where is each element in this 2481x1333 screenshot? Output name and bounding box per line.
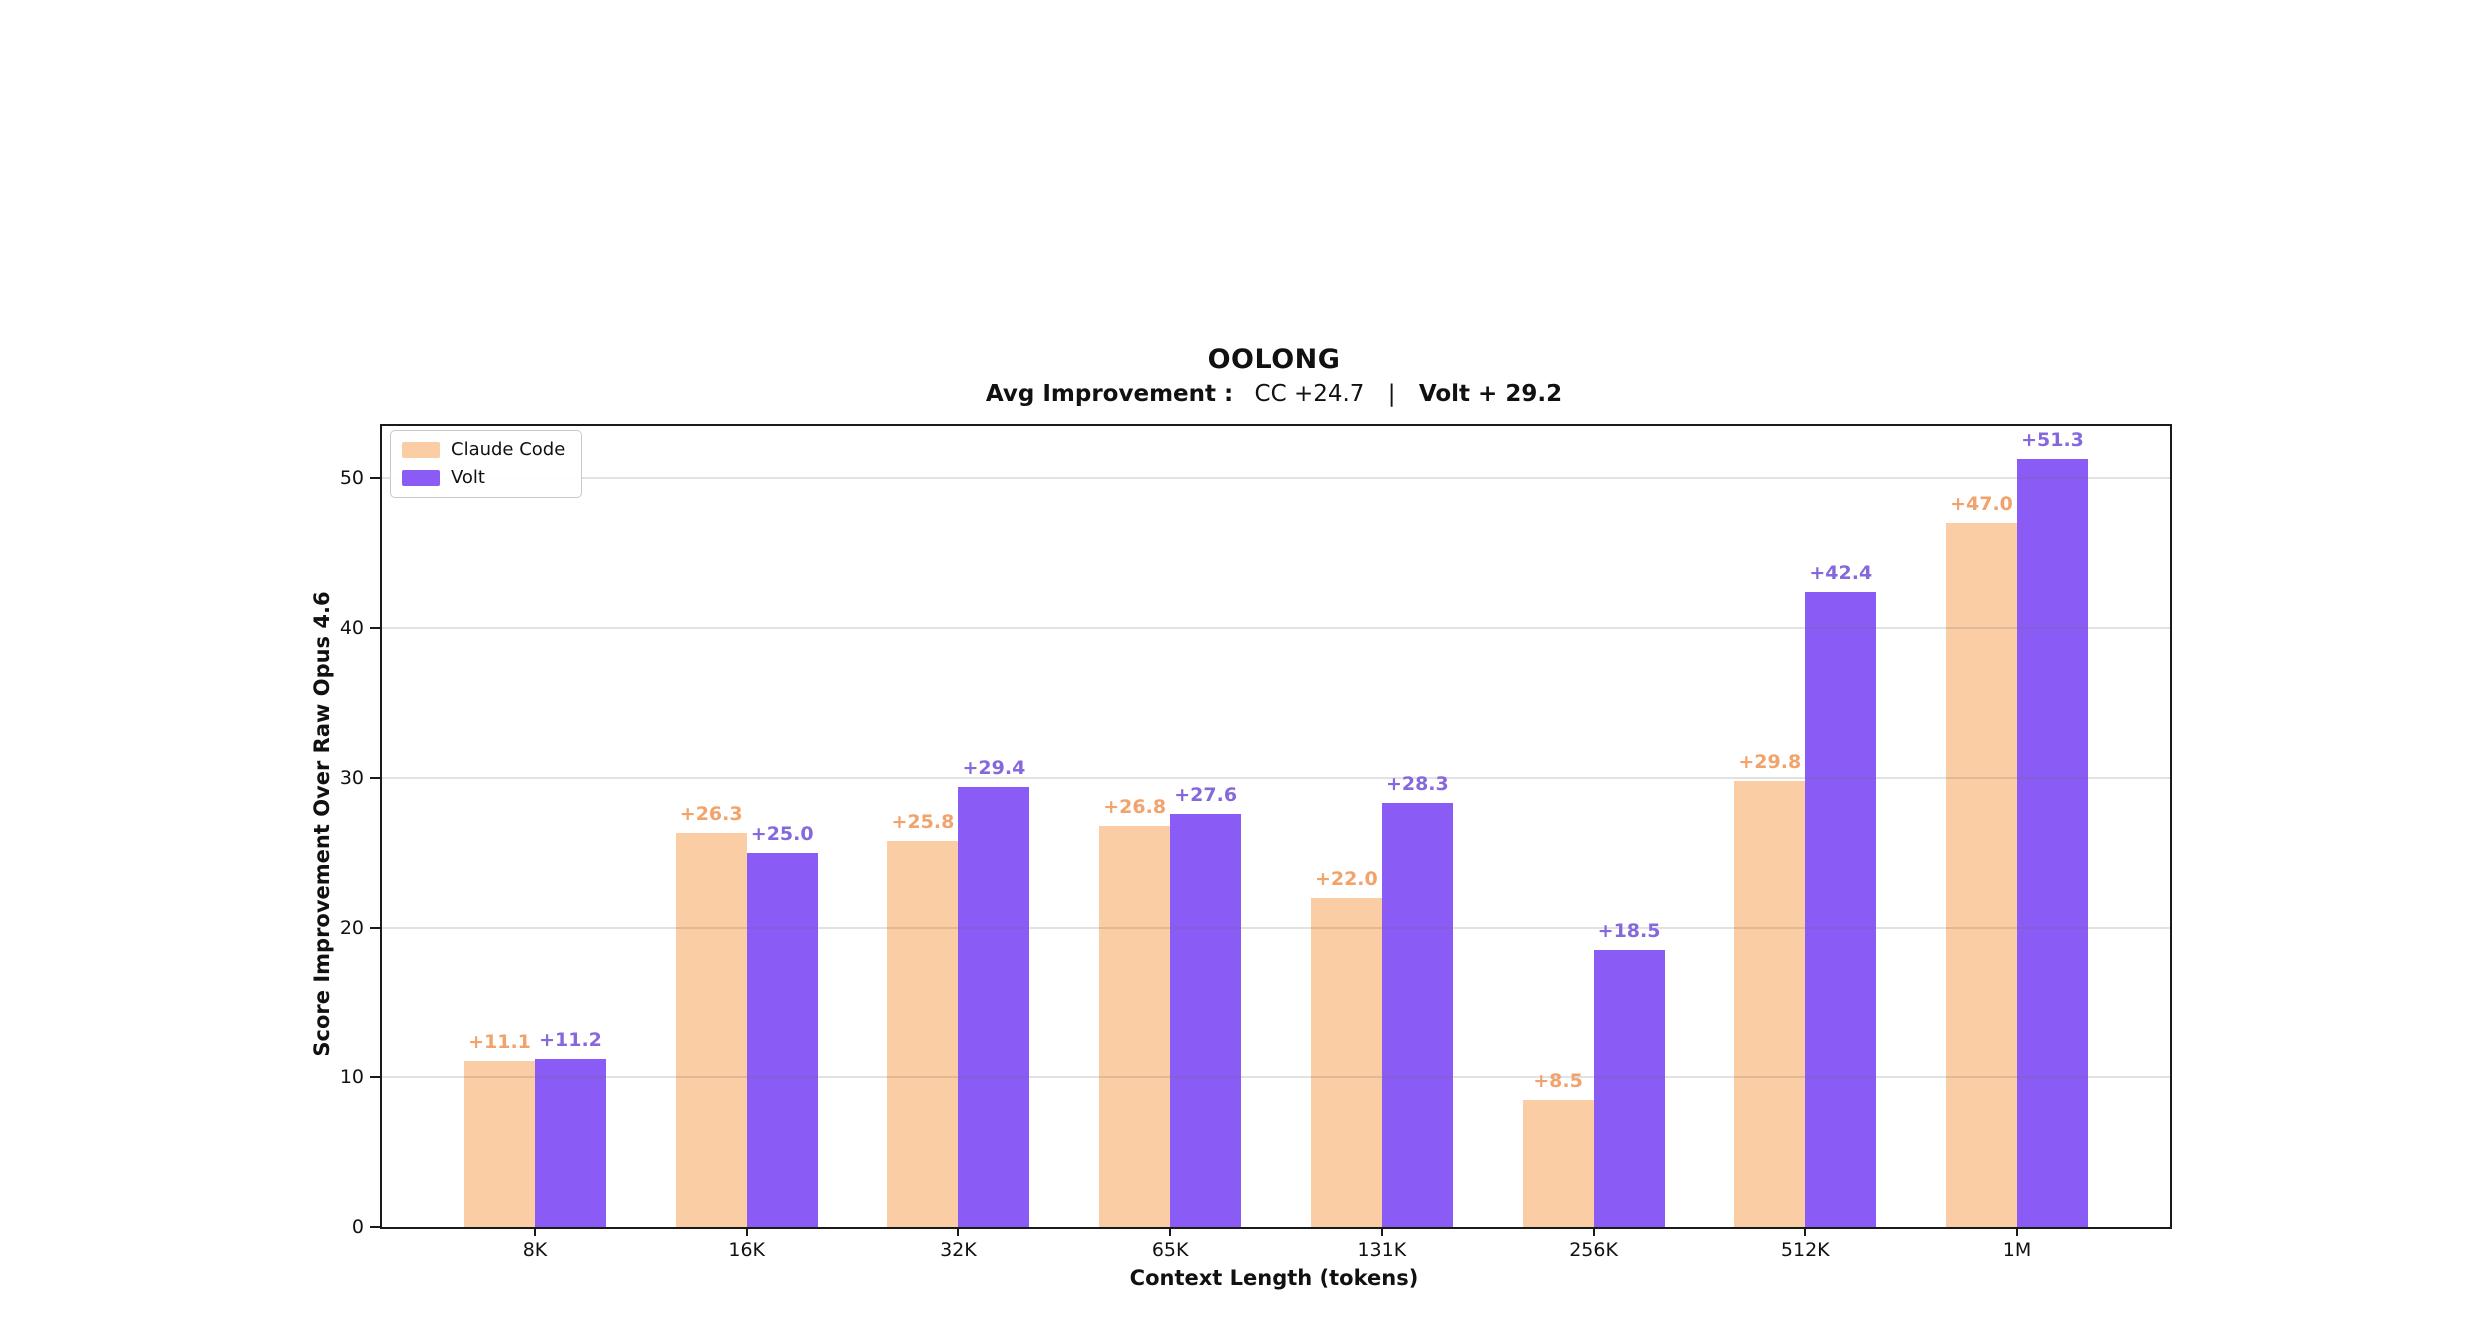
subtitle-avg-label: Avg Improvement : — [985, 381, 1234, 407]
bar-claude-code-1m — [1946, 523, 2017, 1227]
bar-value-label: +42.4 — [1809, 562, 1873, 585]
subtitle-separator: | — [1387, 381, 1396, 407]
y-tick-mark — [370, 627, 380, 630]
bar-claude-code-8k — [464, 1060, 535, 1227]
legend-item-claude-code: Claude Code — [402, 440, 565, 460]
bar-value-label: +51.3 — [2021, 428, 2084, 451]
chart-title: OOLONG — [1207, 344, 1341, 375]
y-tick-mark — [370, 776, 380, 779]
bar-value-label: +11.1 — [468, 1030, 531, 1053]
x-tick-label: 131K — [1357, 1239, 1407, 1261]
bar-value-label: +22.0 — [1314, 867, 1378, 890]
bar-volt-512k — [1805, 592, 1877, 1227]
gridline — [382, 1076, 2170, 1079]
plot-area: Claude Code Volt 0 10 20 30 40 50 8K +11.1 +11.2… — [340, 424, 2172, 1261]
bar-claude-code-65k — [1099, 825, 1171, 1227]
x-tick-mark — [534, 1227, 536, 1236]
bar-volt-32k — [958, 786, 1030, 1227]
y-tick-label: 40 — [339, 617, 364, 640]
bar-claude-code-256k — [1522, 1099, 1594, 1227]
y-tick-mark — [370, 926, 380, 929]
bar-value-label: +26.3 — [679, 803, 743, 826]
y-tick-label: 0 — [351, 1216, 364, 1238]
subtitle-cc-value: CC +24.7 — [1254, 381, 1365, 407]
bar-value-label: +18.5 — [1597, 920, 1661, 943]
gridline — [382, 627, 2170, 630]
bar-value-label: +25.0 — [750, 822, 814, 845]
bar-value-label: +29.4 — [962, 756, 1026, 779]
legend-label-volt: Volt — [451, 467, 485, 488]
x-tick-mark — [1592, 1227, 1595, 1236]
bar-claude-code-512k — [1734, 780, 1806, 1227]
y-tick-mark — [370, 477, 380, 480]
bar-claude-code-131k — [1310, 897, 1382, 1227]
bar-value-label: +29.8 — [1738, 750, 1802, 773]
x-tick-label: 32K — [940, 1239, 977, 1261]
y-tick-label: 50 — [339, 467, 364, 490]
y-tick-label: 30 — [339, 766, 364, 789]
gridline — [382, 926, 2170, 929]
x-tick-label: 65K — [1151, 1239, 1189, 1261]
bar-value-label: +27.6 — [1174, 783, 1238, 806]
bar-volt-8k — [535, 1059, 606, 1227]
subtitle-volt-value: Volt + 29.2 — [1418, 381, 1563, 407]
chart-subtitle: Avg Improvement : CC +24.7 | Volt + 29.2 — [380, 381, 2168, 407]
legend-swatch-volt — [402, 470, 440, 486]
bar-claude-code-16k — [675, 833, 747, 1227]
legend-swatch-claude-code — [402, 442, 440, 458]
bar-claude-code-32k — [887, 840, 959, 1227]
legend-label-claude-code: Claude Code — [451, 439, 566, 460]
bar-volt-65k — [1170, 813, 1242, 1227]
bar-volt-16k — [746, 852, 818, 1227]
y-tick-label: 20 — [339, 916, 364, 939]
bar-value-label: +47.0 — [1950, 493, 2013, 516]
bar-volt-256k — [1593, 950, 1665, 1227]
y-tick-mark — [370, 1226, 380, 1228]
legend-item-volt: Volt — [402, 468, 565, 488]
gridline — [382, 776, 2170, 779]
gridline — [382, 477, 2170, 480]
x-tick-mark — [957, 1227, 960, 1236]
x-tick-label: 16K — [728, 1239, 766, 1261]
x-axis-label: Context Length (tokens) — [1129, 1266, 1419, 1290]
y-tick-label: 10 — [339, 1066, 364, 1089]
bar-value-label: +8.5 — [1533, 1069, 1583, 1092]
bar-volt-131k — [1381, 803, 1453, 1227]
x-tick-mark — [1169, 1227, 1172, 1236]
bar-value-label: +11.2 — [539, 1029, 602, 1052]
x-tick-mark — [745, 1227, 748, 1236]
y-axis-label: Score Improvement Over Raw Opus 4.6 — [310, 591, 334, 1057]
bar-value-label: +25.8 — [891, 810, 955, 833]
x-tick-mark — [1380, 1227, 1383, 1236]
x-tick-mark — [2016, 1227, 2018, 1236]
x-tick-label: 512K — [1780, 1239, 1830, 1261]
x-tick-label: 256K — [1569, 1239, 1618, 1261]
x-tick-mark — [1804, 1227, 1807, 1236]
bar-value-label: +26.8 — [1103, 795, 1167, 818]
y-tick-mark — [370, 1076, 380, 1079]
x-tick-label: 8K — [522, 1239, 548, 1261]
bar-volt-1m — [2017, 458, 2088, 1227]
x-tick-label: 1M — [2002, 1239, 2032, 1261]
legend: Claude Code Volt — [390, 430, 583, 498]
bar-value-label: +28.3 — [1385, 773, 1449, 796]
